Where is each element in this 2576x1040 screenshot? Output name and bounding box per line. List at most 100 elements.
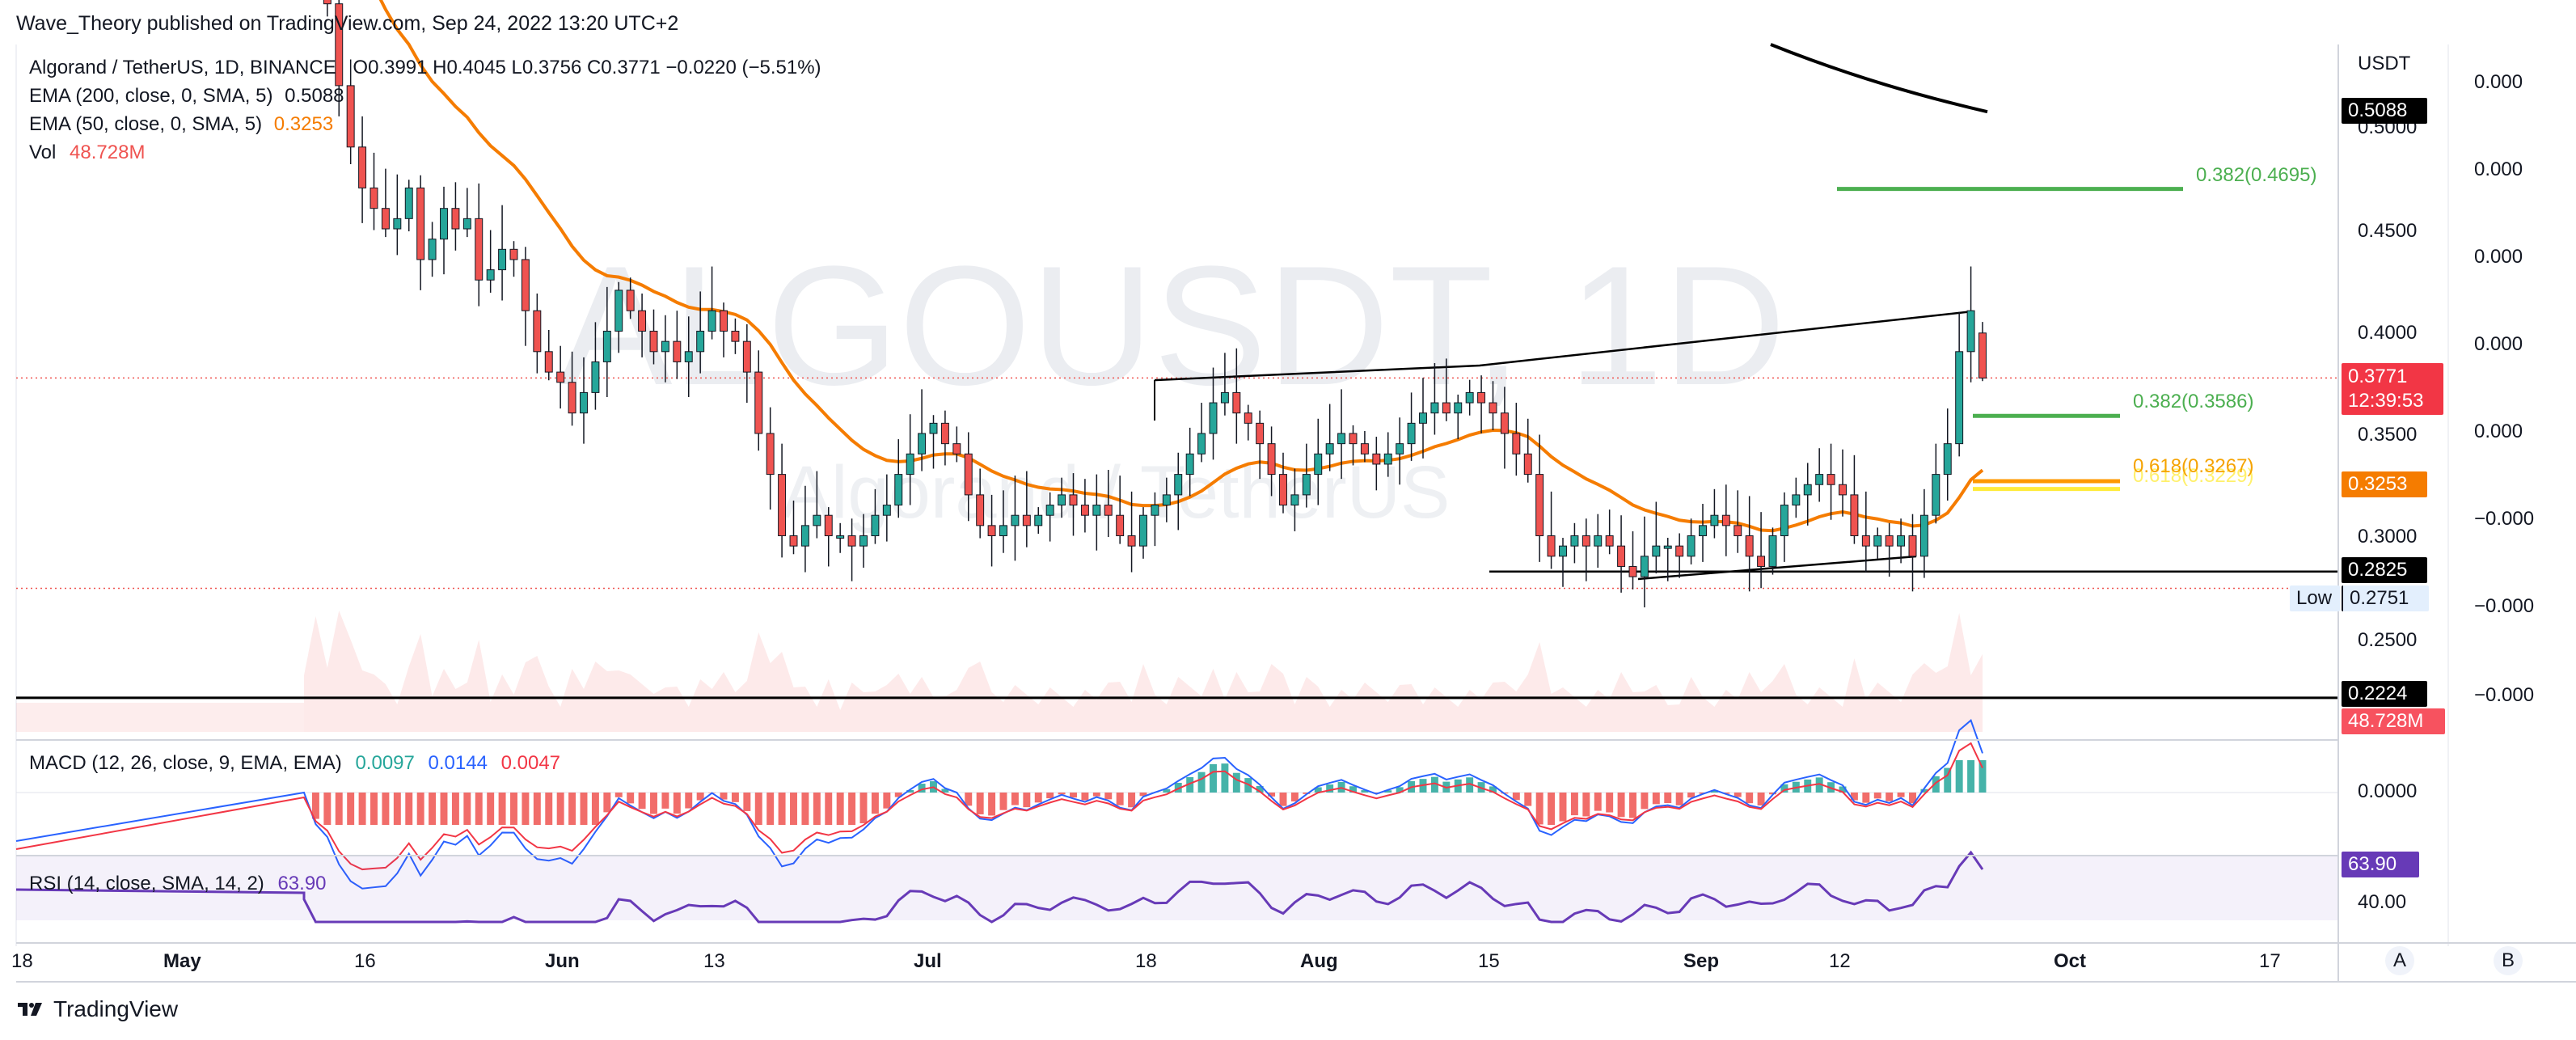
macd-histogram-bar <box>510 793 517 825</box>
candle-body <box>1687 535 1696 557</box>
macd-histogram-bar <box>1548 793 1556 825</box>
tradingview-logo[interactable]: TradingView <box>16 996 178 1022</box>
candle-body <box>1768 535 1777 567</box>
candle-body <box>1512 433 1521 454</box>
macd-histogram-bar <box>556 793 564 825</box>
right-scale-tick: 0.000 <box>2474 159 2523 180</box>
low-label-tag: Low <box>2290 586 2340 611</box>
candle-body <box>1092 505 1101 516</box>
candle-body <box>1535 474 1544 536</box>
candle-body <box>498 248 507 271</box>
candle-body <box>1617 545 1626 567</box>
candle-body <box>580 391 588 414</box>
macd-histogram-bar <box>1909 793 1916 804</box>
rsi-pane[interactable] <box>15 850 2338 924</box>
candle-body <box>1628 565 1637 577</box>
time-axis-label: 12 <box>1829 950 1851 972</box>
auto-scale-button[interactable]: A <box>2385 946 2414 975</box>
candle-body <box>393 218 402 230</box>
macd-pane[interactable] <box>15 719 2338 890</box>
macd-histogram-bar <box>1664 793 1672 803</box>
support-trendline <box>1637 555 1917 581</box>
rsi-legend[interactable]: RSI (14, close, SMA, 14, 2) 63.90 <box>29 872 327 896</box>
candle-body <box>952 443 961 454</box>
fib-label-mid: 0.382(0.3586) <box>2133 391 2254 412</box>
price-tick: 0.3000 <box>2358 526 2418 547</box>
candle-body <box>800 525 809 547</box>
macd-histogram-bar <box>382 793 390 825</box>
macd-histogram-bar <box>1886 793 1894 801</box>
candle-body <box>1360 443 1369 454</box>
macd-histogram-bar <box>463 793 471 825</box>
candle-body <box>661 340 669 353</box>
candle-body <box>1780 505 1788 536</box>
candle-body <box>1407 422 1416 445</box>
macd-histogram-bar <box>1232 772 1240 793</box>
candle-body <box>1792 494 1801 506</box>
candle-body <box>1734 525 1742 536</box>
time-axis-label: 16 <box>354 950 376 972</box>
candle-body <box>1547 535 1556 557</box>
ema50-label: EMA (50, close, 0, SMA, 5) <box>29 113 263 135</box>
candle-body <box>416 187 425 260</box>
macd-histogram-bar <box>778 793 786 825</box>
macd-histogram-bar <box>1559 793 1567 822</box>
rsi-band <box>16 856 2338 920</box>
macd-histogram-bar <box>965 793 973 806</box>
b-scale-button[interactable]: B <box>2494 946 2523 975</box>
macd-histogram-bar <box>440 793 448 825</box>
candle-body <box>871 514 880 537</box>
macd-legend[interactable]: MACD (12, 26, close, 9, EMA, EMA) 0.0097… <box>29 751 560 776</box>
macd-histogram-bar <box>1314 787 1322 793</box>
ema50-legend[interactable]: EMA (50, close, 0, SMA, 5) 0.3253 <box>29 112 333 137</box>
macd-histogram-bar <box>673 793 681 814</box>
candlestick-series[interactable] <box>301 0 1987 608</box>
candle-body <box>1640 556 1649 577</box>
candle-body <box>731 331 740 342</box>
candle-body <box>1337 433 1346 445</box>
volume-legend[interactable]: Vol 48.728M <box>29 141 145 165</box>
candle-body <box>696 331 705 353</box>
macd-histogram-bar <box>1489 786 1497 793</box>
candle-body <box>813 514 821 526</box>
macd-histogram-bar <box>1815 777 1823 793</box>
candle-body <box>1966 310 1975 353</box>
macd-value-2: 0.0144 <box>428 752 488 774</box>
candle-body <box>976 494 985 526</box>
ema200-line <box>1770 43 1988 114</box>
price-tick: 0.4500 <box>2358 220 2418 242</box>
candle-body <box>1919 514 1928 557</box>
candle-body <box>1908 535 1917 557</box>
watermark-name: Algorand / TetherUS <box>782 451 1451 534</box>
candle-body <box>859 535 868 547</box>
fib-label-lower-b: 0.618(0.3229) <box>2133 465 2254 487</box>
macd-histogram-bar <box>859 793 868 824</box>
macd-histogram-bar <box>790 793 797 825</box>
macd-histogram-bar <box>1268 793 1276 797</box>
macd-line <box>15 719 1983 890</box>
macd-histogram-bar <box>650 793 657 814</box>
macd-histogram-bar <box>627 793 635 804</box>
symbol-legend: Algorand / TetherUS, 1D, BINANCE O0.3991… <box>29 56 821 80</box>
macd-histogram-bar <box>1629 793 1636 818</box>
ema200-legend[interactable]: EMA (200, close, 0, SMA, 5) 0.5088 <box>29 84 344 108</box>
symbol-line[interactable]: Algorand / TetherUS, 1D, BINANCE <box>29 57 336 78</box>
candle-body <box>1500 412 1509 434</box>
macd-histogram-bar <box>1081 793 1089 801</box>
macd-histogram-bar <box>1606 793 1614 813</box>
macd-histogram-bar <box>335 793 343 825</box>
candle-body <box>1897 535 1906 547</box>
volume-area-left <box>16 703 304 732</box>
brand-name: TradingView <box>53 996 179 1021</box>
macd-histogram-bar <box>1163 788 1171 793</box>
right-scale-tick: 0.000 <box>2474 246 2523 268</box>
macd-histogram-bar <box>1221 763 1229 793</box>
macd-histogram-bar <box>720 793 728 800</box>
candle-body <box>323 0 332 5</box>
time-axis-label: May <box>163 950 201 972</box>
macd-histogram-bar <box>661 793 669 809</box>
fib-label-upper: 0.382(0.4695) <box>2196 164 2317 186</box>
trendline-drawings[interactable] <box>16 187 2338 700</box>
candle-body <box>1349 433 1358 445</box>
